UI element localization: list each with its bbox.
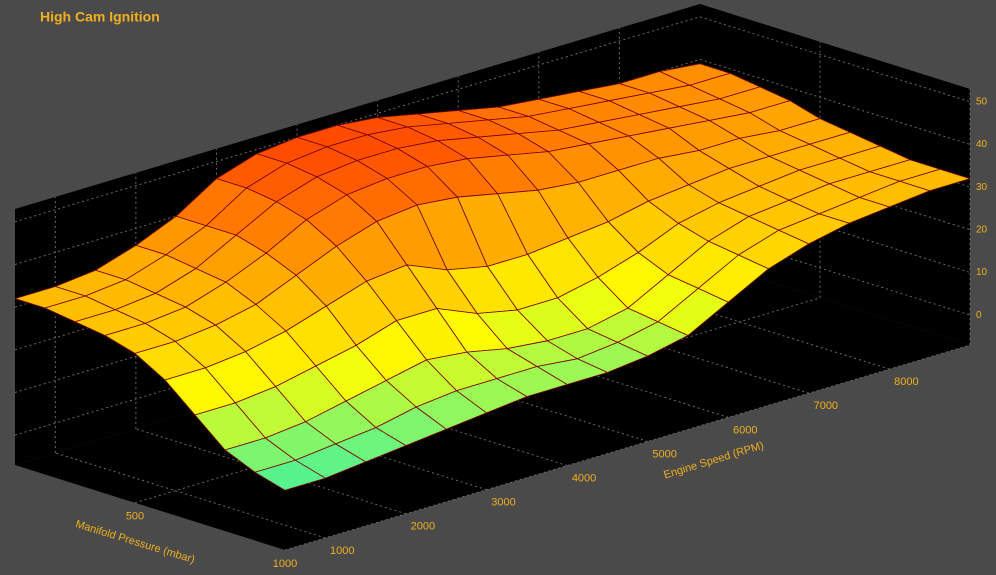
x-tick-label: 5000 — [652, 448, 676, 460]
x-tick-label: 6000 — [733, 424, 757, 436]
z-tick-label: 20 — [976, 224, 988, 235]
x-tick-label: 8000 — [894, 376, 918, 388]
x-tick-label: 2000 — [411, 521, 435, 533]
z-tick-label: 50 — [976, 96, 988, 107]
grid-line — [699, 58, 971, 145]
y-tick-label: 1000 — [273, 558, 297, 570]
surface — [14, 63, 971, 491]
grid-line — [284, 344, 971, 551]
x-tick-label: 7000 — [814, 400, 838, 412]
grid-line — [55, 452, 326, 539]
grid-line — [699, 229, 971, 316]
z-tick-label: 10 — [976, 267, 988, 278]
surface-cell — [254, 459, 326, 491]
x-tick-label: 1000 — [330, 545, 354, 557]
x-tick-label: 3000 — [491, 497, 515, 509]
grid-line — [699, 16, 971, 103]
x-tick-label: 4000 — [572, 472, 596, 484]
z-tick-label: 0 — [976, 310, 982, 321]
grid-line — [14, 16, 701, 223]
y-tick-label: 500 — [126, 511, 144, 523]
z-tick-label: 40 — [976, 139, 988, 150]
chart-title: High Cam Ignition — [40, 9, 160, 25]
z-tick-label: 30 — [976, 182, 988, 193]
grid-line — [134, 297, 821, 504]
